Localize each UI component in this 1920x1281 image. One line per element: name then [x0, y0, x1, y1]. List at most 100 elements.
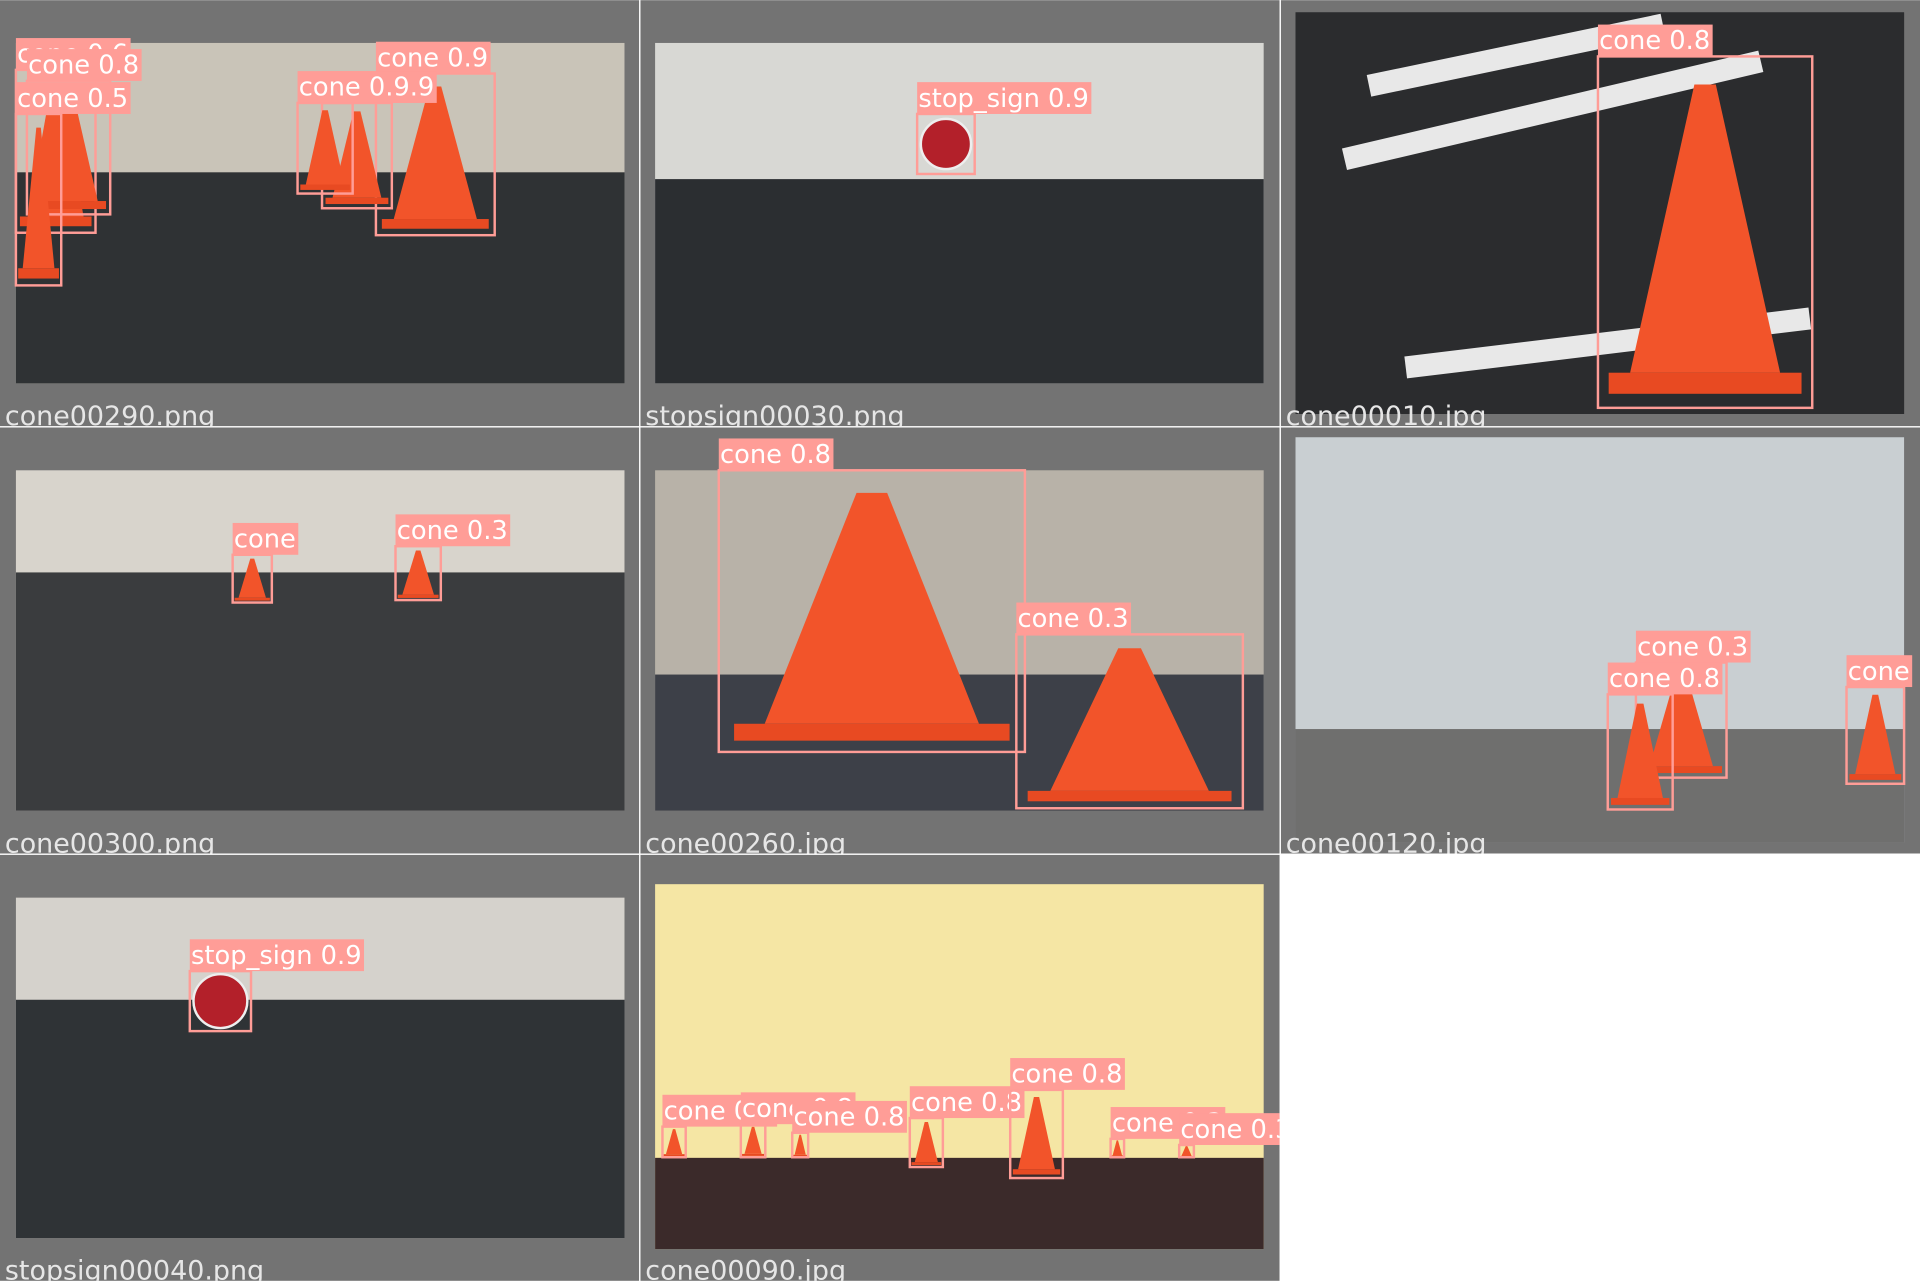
- label-background: [232, 522, 299, 555]
- cone: [332, 111, 382, 198]
- cone: [393, 86, 477, 220]
- image-ground: [1295, 729, 1905, 843]
- cone: [1855, 694, 1896, 775]
- label-background: [395, 514, 511, 547]
- cone: [1112, 1140, 1123, 1156]
- filename: cone00010.jpg: [1286, 401, 1487, 432]
- cone-base: [18, 268, 59, 279]
- cone: [402, 550, 435, 595]
- tile: cone 0.8 cone00010.jpg: [1280, 0, 1920, 432]
- cone-base: [234, 597, 270, 601]
- cone-base: [663, 1154, 685, 1157]
- detection-label: cone 0.8: [720, 440, 831, 470]
- cone-base: [397, 594, 439, 598]
- filename: cone00290.png: [5, 401, 215, 432]
- label-background: [15, 82, 131, 114]
- detection-label: cone: [1848, 657, 1910, 687]
- cone-base: [325, 197, 389, 205]
- image-ground: [15, 172, 625, 384]
- cone: [764, 492, 979, 724]
- detection-label: cone 0.8: [793, 1103, 904, 1133]
- cone-base: [1640, 766, 1722, 774]
- tile: cone 0.8 cone 0.3 cone00260.jpg: [640, 427, 1280, 859]
- label-background: [26, 49, 142, 81]
- cone-base: [1012, 1169, 1061, 1175]
- image-ground: [15, 999, 625, 1239]
- filename: cone00090.jpg: [645, 1256, 846, 1281]
- filename: cone00300.png: [5, 828, 215, 859]
- detection-label: cone 0.8: [1011, 1060, 1122, 1090]
- cone: [665, 1129, 683, 1155]
- detection-label: cone 0.3: [1180, 1115, 1291, 1145]
- detection-label: cone 0.9: [299, 73, 410, 103]
- label-background: [909, 1086, 1025, 1119]
- cone: [1018, 1096, 1055, 1170]
- label-background: [917, 82, 1092, 114]
- stop-sign: [192, 972, 249, 1030]
- cone: [238, 558, 266, 598]
- label-background: [189, 939, 365, 972]
- image-ground: [15, 572, 625, 811]
- cone-base: [734, 723, 1010, 741]
- cone: [1630, 84, 1781, 373]
- cone: [1050, 648, 1209, 791]
- label-background: [297, 71, 413, 103]
- detection-label: stop_sign 0.9: [918, 84, 1089, 114]
- cone: [1181, 1145, 1192, 1157]
- cone: [914, 1121, 938, 1163]
- cone: [1649, 671, 1713, 767]
- road-marking: [1341, 50, 1764, 171]
- label-background: [1607, 662, 1723, 695]
- detection-label: stop_sign 0.9: [191, 941, 362, 971]
- filename: cone00120.jpg: [1286, 828, 1487, 859]
- cone-base: [300, 184, 350, 190]
- detection-label: cone 0.5: [17, 84, 128, 114]
- detection-label: cone 0.9: [377, 43, 488, 73]
- filename: stopsign00030.png: [645, 401, 904, 432]
- label-background: [375, 41, 491, 74]
- stop-sign: [919, 117, 973, 171]
- cone: [1617, 703, 1663, 798]
- tile: stop_sign 0.9 stopsign00040.png: [0, 854, 640, 1281]
- detection-label: cone 0.3: [1018, 604, 1129, 634]
- detection-label: cone 0.8: [1599, 26, 1710, 56]
- label-background: [718, 438, 834, 471]
- detection-label: cone 0.8: [1609, 664, 1720, 694]
- image-ground: [655, 179, 1264, 384]
- filename: cone00260.jpg: [645, 828, 846, 859]
- tile: stop_sign 0.9 stopsign00030.png: [640, 0, 1280, 432]
- label-background: [792, 1100, 907, 1133]
- detection-label: cone 0.3: [397, 516, 508, 546]
- cone-base: [1608, 372, 1802, 394]
- image-ground: [655, 1157, 1264, 1250]
- cone: [22, 127, 55, 269]
- cone-base: [1849, 774, 1902, 780]
- label-background: [1179, 1113, 1280, 1145]
- cone-base: [19, 216, 92, 227]
- label-background: [1010, 1058, 1125, 1090]
- cone: [39, 91, 98, 202]
- tile: cone cone 0.3 cone00300.png: [0, 427, 640, 859]
- detection-label: cone 0.8: [911, 1088, 1022, 1118]
- cone-base: [742, 1153, 765, 1156]
- filename: stopsign00040.png: [5, 1256, 264, 1281]
- cone: [305, 110, 345, 185]
- cone-base: [381, 219, 489, 229]
- label-background: [1846, 655, 1913, 688]
- label-background: [1597, 24, 1713, 57]
- cone-base: [793, 1154, 808, 1157]
- cone-base: [911, 1162, 942, 1166]
- cone: [794, 1134, 806, 1155]
- cone-base: [31, 201, 107, 210]
- cone: [744, 1126, 762, 1154]
- cone-base: [1611, 797, 1670, 805]
- detection-label: cone: [234, 525, 296, 555]
- detection-label: cone 0.3: [1637, 632, 1748, 662]
- cone-base: [1027, 790, 1232, 802]
- label-background: [1635, 630, 1751, 663]
